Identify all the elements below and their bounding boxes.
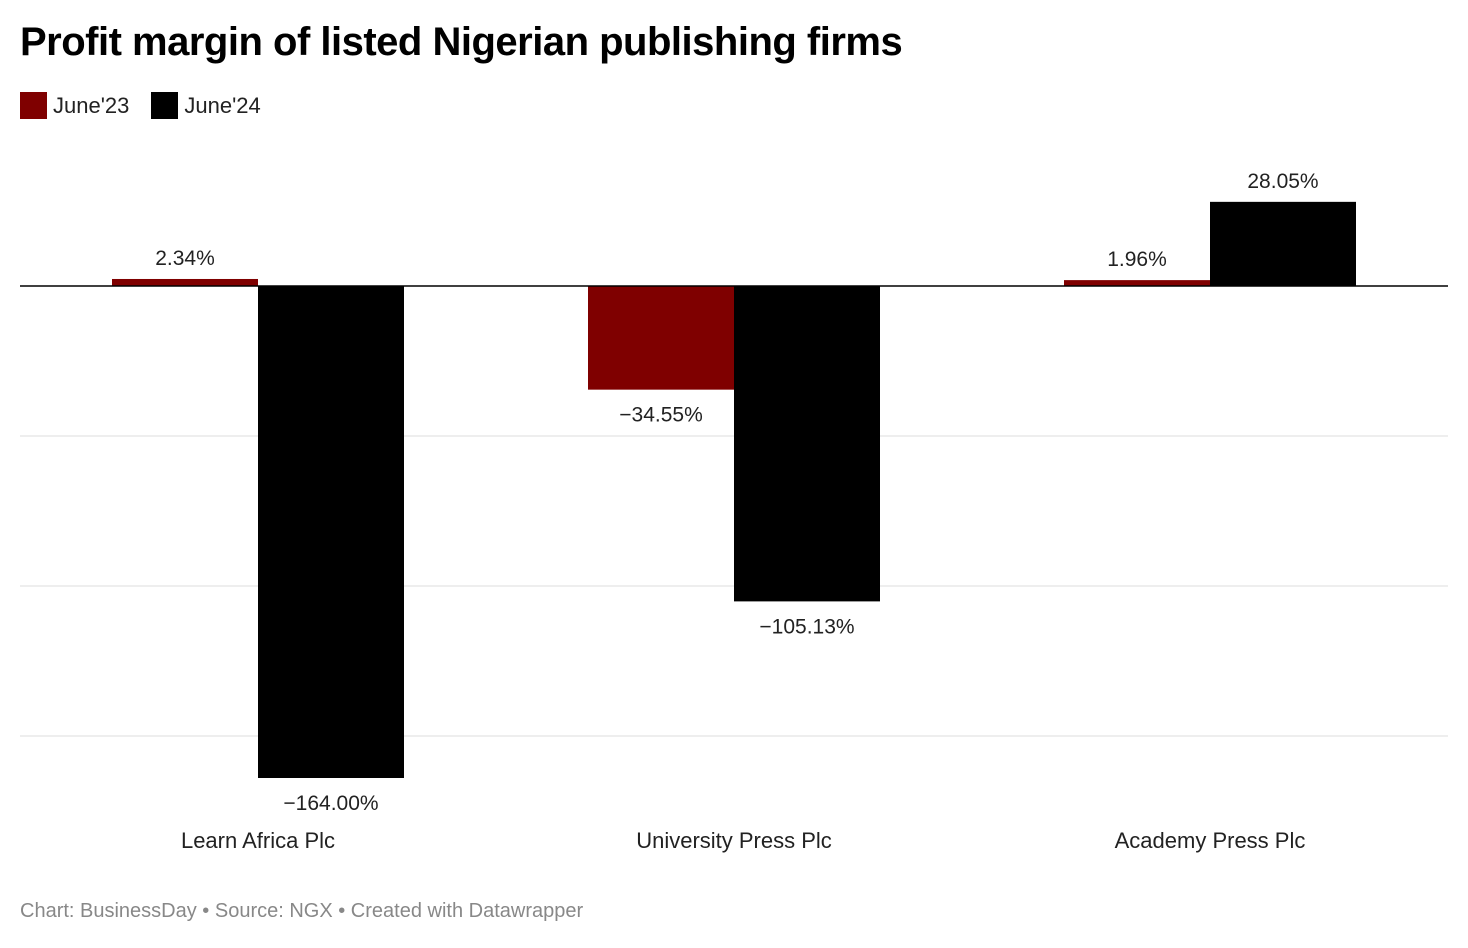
bar [1064,280,1210,286]
legend-item-june23: June'23 [20,92,129,119]
footer-credits: Chart: BusinessDay • Source: NGX • Creat… [20,900,584,922]
legend-label: June'24 [184,92,261,118]
legend-swatch [20,92,47,119]
bar [1210,201,1356,286]
legend-swatch [151,92,179,119]
category-label: University Press Plc [636,828,832,853]
legend: June'23 June'24 [20,92,261,119]
data-label: 28.05% [1247,170,1318,193]
data-label: −105.13% [759,615,854,638]
legend-label: June'23 [53,92,130,118]
data-label: −34.55% [619,404,703,427]
category-label: Learn Africa Plc [181,828,335,853]
legend-item-june24: June'24 [151,92,261,119]
data-label: 1.96% [1107,248,1167,271]
data-label: −164.00% [283,792,378,815]
bar [258,286,404,778]
bar [112,278,258,286]
data-label: 2.34% [155,247,215,270]
bar [734,286,880,602]
chart-title: Profit margin of listed Nigerian publish… [20,20,903,64]
category-label: Academy Press Plc [1115,828,1306,853]
bar [588,286,734,390]
